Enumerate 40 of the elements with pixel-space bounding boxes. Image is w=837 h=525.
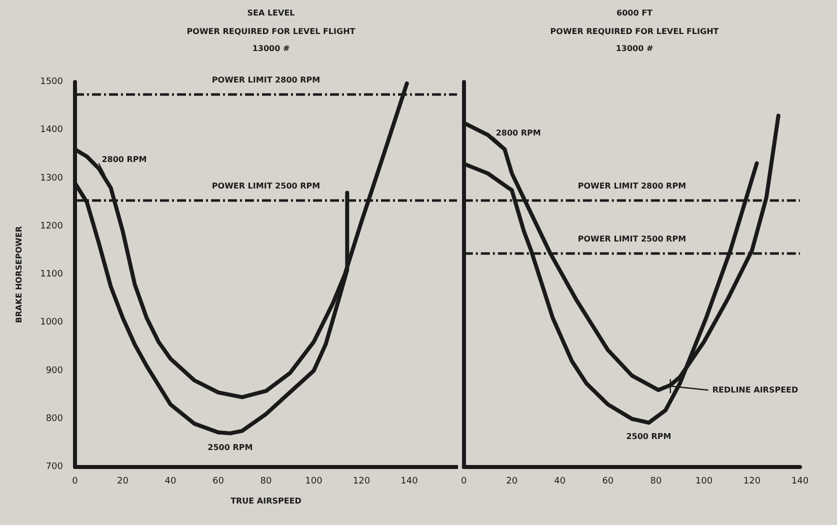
y-tick-label: 1300 <box>40 173 64 184</box>
ref-line-label: POWER LIMIT 2500 RPM <box>212 181 320 190</box>
ref-line-label: POWER LIMIT 2800 RPM <box>212 76 320 85</box>
annotation: REDLINE AIRSPEED <box>712 386 799 395</box>
y-tick-label: 800 <box>46 414 64 424</box>
x-tick-label: 20 <box>117 476 129 486</box>
y-tick-label: 1200 <box>40 221 64 232</box>
x-tick-label: 60 <box>212 476 224 486</box>
x-tick-label: 0 <box>72 476 78 486</box>
y-tick-label: 700 <box>46 462 64 472</box>
x-tick-label: 0 <box>460 476 467 486</box>
y-tick-label: 1500 <box>40 77 64 87</box>
chart-title: 6000 FT <box>616 8 654 18</box>
y-tick-label: 1100 <box>40 270 64 280</box>
x-tick-label: 20 <box>506 476 518 486</box>
x-tick-label: 40 <box>164 476 176 486</box>
series-label: 2800 RPM <box>496 128 541 138</box>
ref-line-label: POWER LIMIT 2500 RPM <box>578 234 686 244</box>
chart-title: SEA LEVEL <box>247 8 295 18</box>
series-label: 2500 RPM <box>626 432 672 442</box>
ref-line-label: POWER LIMIT 2800 RPM <box>578 181 686 190</box>
x-tick-label: 80 <box>650 476 662 486</box>
x-tick-label: 140 <box>400 476 418 486</box>
series-label: 2500 RPM <box>208 442 253 452</box>
x-tick-label: 120 <box>743 476 761 486</box>
y-tick-label: 1400 <box>40 125 64 136</box>
series-label: 2800 RPM <box>102 154 147 164</box>
chart-subtitle: POWER REQUIRED FOR LEVEL FLIGHT 13000 # <box>186 27 356 53</box>
x-tick-label: 80 <box>260 476 272 486</box>
y-tick-label: 1000 <box>40 318 64 328</box>
x-tick-label: 60 <box>602 476 614 486</box>
x-tick-label: 120 <box>352 476 370 486</box>
x-tick-label: 140 <box>791 476 809 486</box>
x-tick-label: 100 <box>305 476 323 486</box>
chart-subtitle: POWER REQUIRED FOR LEVEL FLIGHT 13000 # <box>550 27 720 53</box>
y-tick-label: 900 <box>46 366 64 376</box>
x-tick-label: 40 <box>554 476 566 486</box>
x-axis-title: TRUE AIRSPEED <box>230 496 302 506</box>
y-axis-title: BRAKE HORSEPOWER <box>14 226 24 323</box>
x-tick-label: 100 <box>695 476 713 486</box>
